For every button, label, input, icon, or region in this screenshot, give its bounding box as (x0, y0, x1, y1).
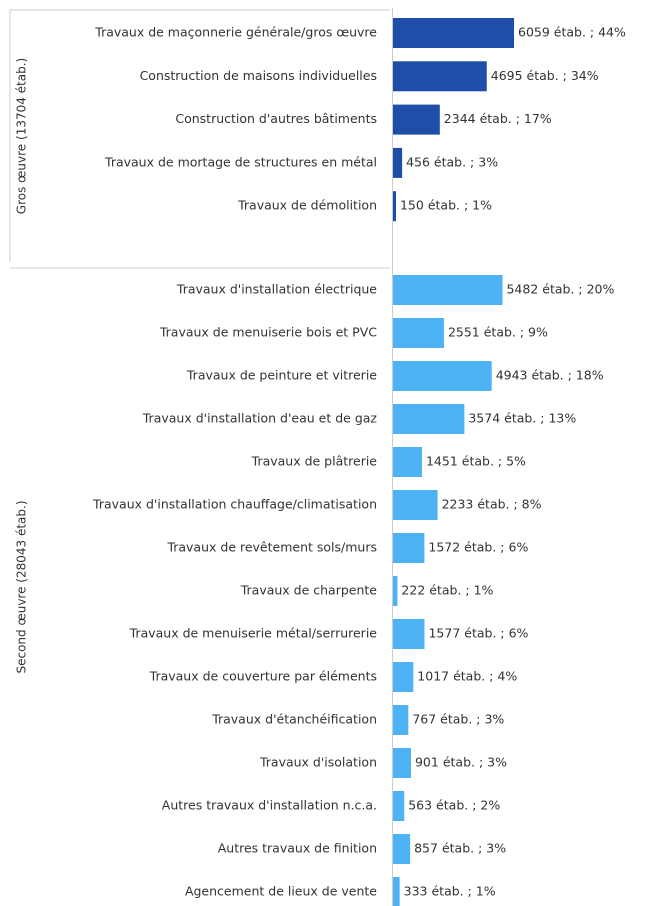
bar (393, 533, 425, 563)
bar (393, 361, 492, 391)
category-label: Travaux de mortage de structures en méta… (104, 154, 377, 169)
data-label: 901 étab. ; 3% (415, 755, 507, 770)
data-label: 6059 étab. ; 44% (518, 25, 626, 40)
category-label: Travaux de démolition (237, 198, 377, 213)
bar (393, 447, 422, 477)
category-label: Travaux de couverture par éléments (149, 669, 377, 684)
bar (393, 147, 403, 178)
data-label: 2551 étab. ; 9% (448, 325, 548, 340)
data-label: 1577 étab. ; 6% (428, 626, 528, 641)
bar (393, 619, 425, 649)
bar (393, 104, 440, 135)
category-label: Travaux de menuiserie métal/serrurerie (129, 626, 378, 641)
data-label: 4943 étab. ; 18% (496, 368, 604, 383)
data-label: 3574 étab. ; 13% (468, 411, 576, 426)
category-label: Travaux de plâtrerie (251, 454, 378, 469)
bar (393, 791, 405, 821)
data-label: 222 étab. ; 1% (401, 583, 493, 598)
category-label: Travaux de maçonnerie générale/gros œuvr… (94, 25, 377, 40)
category-label: Travaux de menuiserie bois et PVC (159, 325, 377, 340)
bar (393, 18, 514, 48)
data-label: 1017 étab. ; 4% (417, 669, 517, 684)
category-label: Travaux de revêtement sols/murs (166, 540, 377, 555)
data-label: 5482 étab. ; 20% (506, 282, 614, 297)
category-label: Travaux d'isolation (259, 755, 377, 770)
bar (393, 662, 414, 692)
category-label: Travaux d'installation électrique (176, 282, 377, 297)
bar (393, 490, 438, 520)
data-label: 4695 étab. ; 34% (491, 68, 599, 83)
data-label: 767 étab. ; 3% (412, 712, 504, 727)
data-label: 2344 étab. ; 17% (444, 111, 552, 126)
bar (393, 404, 465, 434)
category-label: Construction d'autres bâtiments (175, 111, 377, 126)
bar (393, 877, 400, 906)
group-label: Gros œuvre (13704 étab.) (15, 58, 29, 214)
category-label: Travaux de charpente (240, 583, 378, 598)
data-label: 857 étab. ; 3% (414, 841, 506, 856)
bar (393, 191, 396, 222)
bar (393, 61, 487, 92)
bar (393, 748, 411, 778)
data-label: 333 étab. ; 1% (404, 884, 496, 899)
category-label: Travaux de peinture et vitrerie (186, 368, 377, 383)
data-label: 2233 étab. ; 8% (442, 497, 542, 512)
category-label: Travaux d'étanchéification (211, 712, 377, 727)
category-label: Autres travaux de finition (218, 841, 377, 856)
data-label: 150 étab. ; 1% (400, 198, 492, 213)
category-label: Travaux d'installation d'eau et de gaz (142, 411, 378, 426)
data-label: 1572 étab. ; 6% (428, 540, 528, 555)
category-label: Construction de maisons individuelles (140, 68, 377, 83)
category-label: Agencement de lieux de vente (185, 884, 377, 899)
category-label: Travaux d'installation chauffage/climati… (92, 497, 377, 512)
data-label: 456 étab. ; 3% (406, 154, 498, 169)
bar (393, 318, 444, 348)
group-label: Second œuvre (28043 étab.) (15, 500, 29, 673)
bar (393, 705, 409, 735)
data-label: 563 étab. ; 2% (408, 798, 500, 813)
data-label: 1451 étab. ; 5% (426, 454, 526, 469)
bar (393, 275, 503, 305)
bar (393, 834, 411, 864)
bar (393, 576, 398, 606)
category-label: Autres travaux d'installation n.c.a. (162, 798, 377, 813)
